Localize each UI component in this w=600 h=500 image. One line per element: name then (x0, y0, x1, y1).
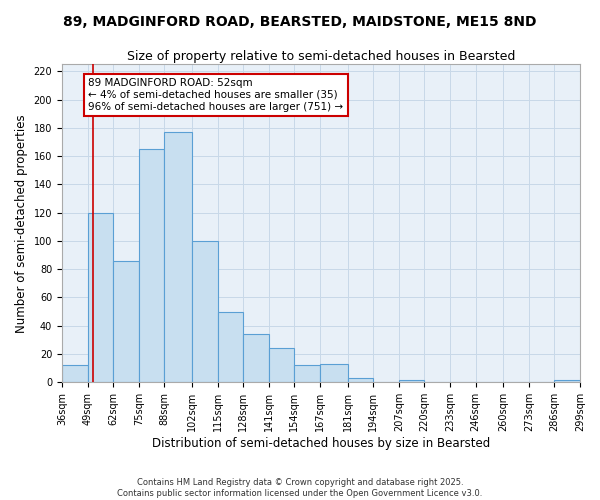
Bar (164, 132, 192, 382)
Text: 89, MADGINFORD ROAD, BEARSTED, MAIDSTONE, ME15 8ND: 89, MADGINFORD ROAD, BEARSTED, MAIDSTONE… (63, 15, 537, 29)
Bar (139, 149, 164, 382)
Bar (347, 378, 373, 382)
Text: Contains HM Land Registry data © Crown copyright and database right 2025.
Contai: Contains HM Land Registry data © Crown c… (118, 478, 482, 498)
X-axis label: Distribution of semi-detached houses by size in Bearsted: Distribution of semi-detached houses by … (152, 437, 490, 450)
Text: 89 MADGINFORD ROAD: 52sqm
← 4% of semi-detached houses are smaller (35)
96% of s: 89 MADGINFORD ROAD: 52sqm ← 4% of semi-d… (88, 78, 344, 112)
Y-axis label: Number of semi-detached properties: Number of semi-detached properties (15, 114, 28, 332)
Bar (62, 366, 88, 382)
Bar (218, 312, 243, 382)
Bar (269, 348, 295, 382)
Title: Size of property relative to semi-detached houses in Bearsted: Size of property relative to semi-detach… (127, 50, 515, 63)
Bar (243, 334, 269, 382)
Bar (295, 366, 320, 382)
Bar (113, 260, 139, 382)
Bar (192, 241, 218, 382)
Bar (88, 212, 113, 382)
Bar (399, 380, 424, 382)
Bar (554, 380, 580, 382)
Bar (320, 364, 347, 382)
